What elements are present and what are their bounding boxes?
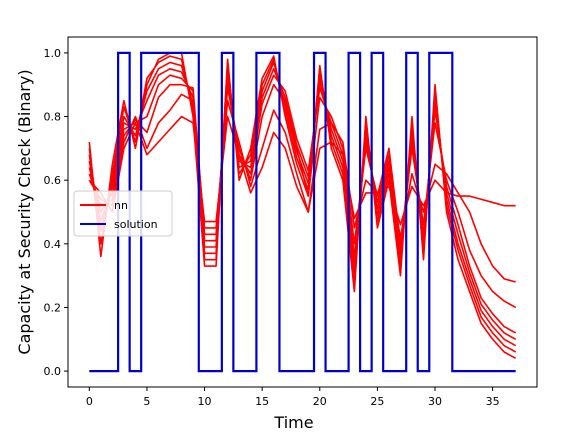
x-tick-label: 5 — [143, 395, 150, 408]
nn-line-6 — [88, 93, 516, 283]
nn-line-5 — [88, 83, 517, 309]
x-axis-label: Time — [273, 413, 313, 432]
solution-line — [89, 51, 516, 373]
legend: nn solution — [73, 190, 173, 237]
y-axis-ticks: 0.0 0.2 0.4 0.6 0.8 1.0 — [44, 47, 68, 378]
y-tick-label: 0.2 — [44, 301, 62, 314]
x-axis-ticks: 0 5 10 15 20 25 30 35 — [86, 387, 500, 408]
legend-label-solution: solution — [114, 218, 158, 231]
y-tick-label: 0.0 — [44, 365, 62, 378]
x-tick-label: 10 — [198, 395, 212, 408]
y-axis-label: Capacity at Security Check (Binary) — [15, 69, 34, 354]
x-tick-label: 15 — [255, 395, 269, 408]
x-tick-label: 20 — [313, 395, 327, 408]
x-tick-label: 30 — [428, 395, 442, 408]
legend-label-nn: nn — [114, 199, 128, 212]
y-tick-label: 1.0 — [44, 47, 62, 60]
y-tick-label: 0.4 — [44, 238, 62, 251]
x-tick-label: 25 — [370, 395, 384, 408]
plot-frame — [67, 36, 538, 388]
solution-series-group — [89, 51, 516, 373]
nn-line-7 — [88, 115, 516, 226]
x-tick-label: 0 — [86, 395, 93, 408]
y-tick-label: 0.6 — [44, 174, 62, 187]
x-tick-label: 35 — [486, 395, 500, 408]
y-tick-label: 0.8 — [44, 111, 62, 124]
nn-series-group — [88, 52, 517, 360]
